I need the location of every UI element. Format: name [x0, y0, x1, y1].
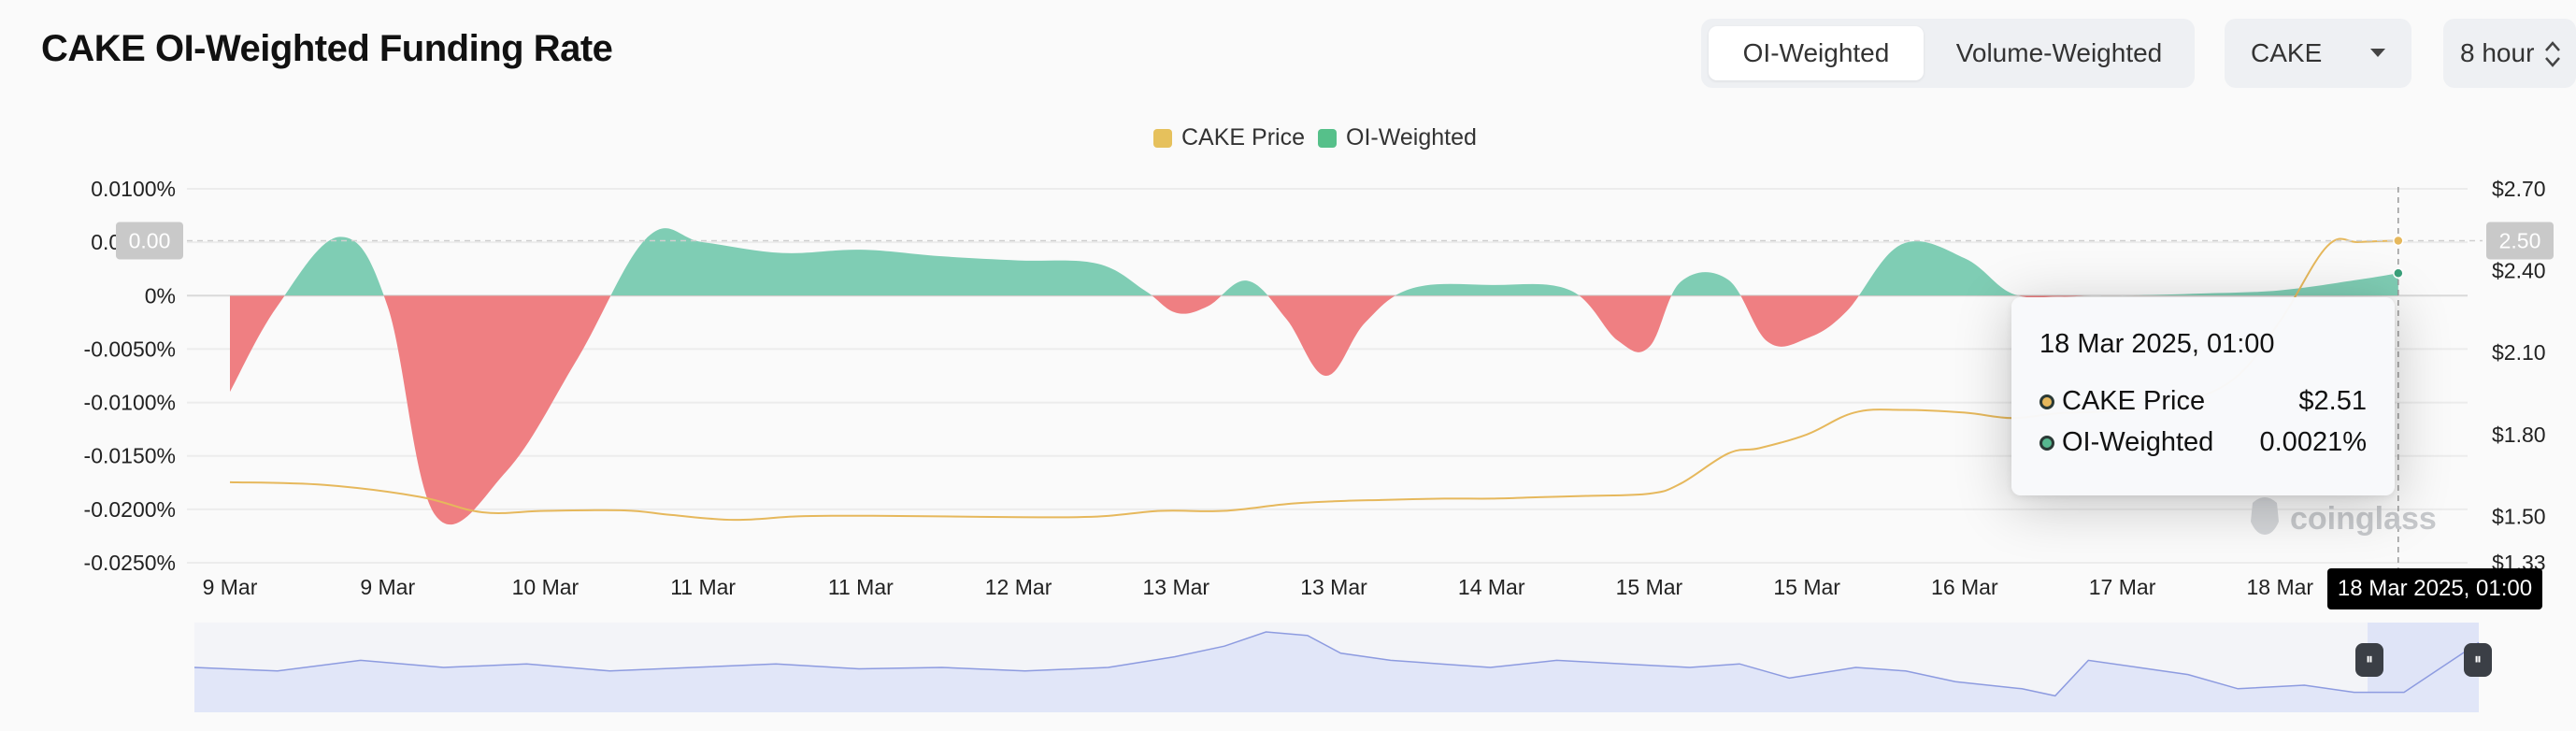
y-left-tick-label: -0.0050%: [84, 337, 176, 361]
y-right-tick-label: $1.50: [2492, 504, 2546, 528]
x-tick-label: 11 Mar: [828, 575, 894, 599]
y-left-tick-label: -0.0250%: [84, 551, 176, 575]
x-tick-label: 9 Mar: [203, 575, 258, 599]
x-tick-label: 16 Mar: [1931, 575, 1998, 599]
tooltip-title: 18 Mar 2025, 01:00: [2039, 329, 2275, 359]
symbol-select[interactable]: CAKE: [2225, 19, 2411, 88]
crosshair-right-badge: [2486, 222, 2554, 260]
y-right-tick-label: $2.10: [2492, 340, 2546, 365]
legend-swatch-oi: [1318, 129, 1337, 148]
y-left-tick-label: -0.0200%: [84, 497, 176, 522]
price-dot-icon: [2039, 394, 2054, 409]
symbol-select-value: CAKE: [2251, 38, 2323, 67]
legend-item-price[interactable]: CAKE Price: [1153, 123, 1305, 151]
oi-dot-icon: [2039, 436, 2054, 451]
tooltip-row-oi: OI-Weighted 0.0021%: [2039, 427, 2367, 468]
tooltip-oi-label: OI-Weighted: [2062, 427, 2214, 457]
crosshair-x-label: 18 Mar 2025, 01:00: [2327, 568, 2542, 609]
x-tick-label: 14 Mar: [1458, 575, 1525, 599]
x-tick-label: 11 Mar: [670, 575, 736, 599]
weighting-toggle: OI-Weighted Volume-Weighted: [1701, 19, 2195, 88]
y-right-tick-label: $2.40: [2492, 259, 2546, 283]
chart-legend: CAKE Price OI-Weighted: [0, 123, 2576, 151]
toggle-oi-weighted[interactable]: OI-Weighted: [1709, 26, 1924, 80]
chart-tooltip: 18 Mar 2025, 01:00 CAKE Price $2.51 OI-W…: [2011, 297, 2395, 495]
x-tick-label: 13 Mar: [1300, 575, 1367, 599]
interval-select-value: 8 hour: [2460, 38, 2535, 67]
crosshair-left-label: 0.00: [129, 228, 171, 252]
y-right-tick-label: $1.80: [2492, 423, 2546, 447]
oi-hover-dot: [2393, 267, 2404, 280]
x-tick-label: 15 Mar: [1773, 575, 1840, 599]
price-hover-dot: [2393, 235, 2404, 247]
caret-down-icon: [2370, 49, 2385, 57]
tooltip-price-label: CAKE Price: [2062, 386, 2206, 416]
x-tick-label: 18 Mar: [2246, 575, 2313, 599]
x-tick-label: 9 Mar: [360, 575, 415, 599]
watermark-text: coinglass: [2290, 501, 2437, 537]
x-tick-label: 15 Mar: [1616, 575, 1683, 599]
up-down-chevron-icon: [2545, 41, 2560, 67]
crosshair-right-label: 2.50: [2499, 228, 2541, 252]
y-left-tick-label: 0%: [145, 283, 176, 308]
oi-positive-area: [284, 228, 2398, 296]
legend-label-oi: OI-Weighted: [1346, 124, 1477, 150]
toggle-volume-weighted[interactable]: Volume-Weighted: [1955, 38, 2163, 67]
oi-negative-area: [230, 295, 2398, 525]
legend-label-price: CAKE Price: [1181, 124, 1305, 150]
crosshair-left-badge: [116, 222, 183, 260]
x-tick-label: 13 Mar: [1142, 575, 1209, 599]
y-left-tick-label: -0.0100%: [84, 391, 176, 415]
coinglass-watermark: coinglass: [2245, 494, 2437, 538]
brush-line: [193, 631, 2480, 697]
brush-left-handle[interactable]: ⏸: [2355, 643, 2383, 677]
chart-title: CAKE OI-Weighted Funding Rate: [41, 28, 613, 69]
y-left-tick-label: -0.0150%: [84, 444, 176, 468]
legend-item-oi[interactable]: OI-Weighted: [1318, 123, 1477, 151]
legend-swatch-price: [1153, 129, 1172, 148]
x-tick-label: 10 Mar: [512, 575, 580, 599]
x-tick-label: 12 Mar: [985, 575, 1052, 599]
tooltip-price-value: $2.51: [2298, 386, 2367, 416]
coinglass-logo-icon: [2251, 497, 2279, 535]
brush-right-handle[interactable]: ⏸: [2464, 643, 2492, 677]
y-right-tick-label: $2.70: [2492, 177, 2546, 201]
tooltip-row-price: CAKE Price $2.51: [2039, 386, 2367, 427]
y-left-tick-label: 0.0100%: [91, 177, 176, 201]
x-tick-label: 17 Mar: [2089, 575, 2156, 599]
interval-select[interactable]: 8 hour: [2443, 19, 2576, 88]
brush-area: [194, 632, 2479, 712]
tooltip-oi-value: 0.0021%: [2259, 427, 2368, 457]
